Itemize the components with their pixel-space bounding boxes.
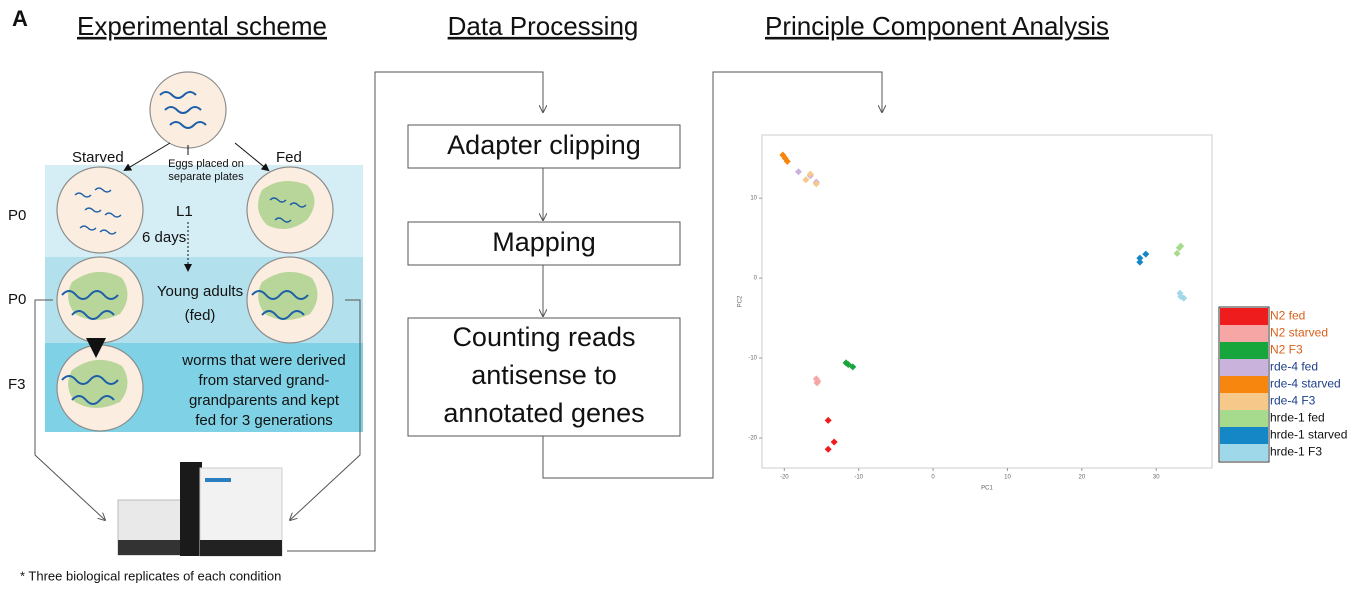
- worms: [61, 290, 119, 320]
- worms: [269, 197, 307, 223]
- legend-swatch: [1220, 393, 1268, 410]
- x-tick-label: 10: [1004, 475, 1011, 481]
- step-label: Adapter clipping: [447, 130, 641, 160]
- point: [1142, 250, 1150, 258]
- y-tick-label: -20: [748, 436, 757, 442]
- legend-label: hrde-1 F3: [1270, 445, 1322, 459]
- x-axis-label: PC1: [981, 486, 993, 492]
- lawn: [68, 359, 128, 408]
- legend-label: hrde-1 starved: [1270, 428, 1347, 442]
- point: [849, 363, 857, 371]
- connector: [34, 299, 105, 520]
- step-box: [407, 221, 681, 266]
- label: Starved: [72, 149, 124, 166]
- lawn: [258, 181, 315, 229]
- legend-swatch: [1220, 444, 1268, 461]
- point: [1173, 249, 1181, 257]
- legend-swatch: [1220, 359, 1268, 376]
- sequencer: [117, 462, 283, 557]
- x-tick-label: 0: [931, 475, 935, 481]
- connector: [290, 299, 361, 520]
- step-box: [407, 124, 681, 169]
- panel-label: A: [12, 6, 28, 31]
- stage-label: P0: [8, 207, 26, 224]
- point: [783, 157, 791, 165]
- x-tick-label: 20: [1078, 475, 1085, 481]
- y-tick-label: 0: [754, 276, 758, 282]
- dish: [56, 166, 144, 254]
- stage-label: F3: [8, 376, 26, 393]
- label: Fed: [276, 149, 302, 166]
- label: (fed): [185, 307, 216, 324]
- point: [802, 176, 810, 184]
- worms: [74, 187, 122, 235]
- label: Eggs placed on: [168, 158, 244, 170]
- heading: Experimental scheme: [77, 11, 327, 41]
- legend-label: N2 starved: [1270, 326, 1328, 340]
- label: grandparents and kept: [189, 392, 340, 409]
- step-box: [407, 317, 681, 437]
- point: [824, 416, 832, 424]
- x-tick-label: -10: [854, 475, 863, 481]
- lawn: [258, 271, 318, 320]
- point: [812, 180, 820, 188]
- step-label: Counting reads: [452, 322, 635, 352]
- plot-frame: [761, 134, 1213, 469]
- heading: Principle Component Analysis: [765, 11, 1109, 41]
- point: [1177, 293, 1185, 301]
- y-tick-label: -10: [748, 356, 757, 362]
- processing: Adapter clipping Mapping Counting reads …: [287, 71, 882, 552]
- worms: [159, 91, 207, 129]
- legend-swatch: [1220, 376, 1268, 393]
- legend-label: rde-4 fed: [1270, 360, 1318, 374]
- x-tick-label: 30: [1153, 475, 1160, 481]
- label: fed for 3 generations: [195, 412, 333, 429]
- legend-frame: [1218, 306, 1270, 463]
- label: from starved grand-: [199, 372, 330, 389]
- label: separate plates: [168, 171, 244, 183]
- lawn: [68, 271, 128, 320]
- point: [1136, 254, 1144, 262]
- stage-label: P0: [8, 291, 26, 308]
- legend-label: rde-4 F3: [1270, 394, 1316, 408]
- point: [1177, 242, 1185, 250]
- worms: [251, 290, 309, 320]
- point: [806, 170, 814, 178]
- point: [794, 168, 802, 176]
- legend-swatch: [1220, 410, 1268, 427]
- pca-chart: -20 -10 0 10 20 30 -20 -10 0 10 PC1 PC2: [738, 134, 1213, 492]
- heading: Data Processing: [448, 11, 639, 41]
- y-axis-label: PC2: [738, 295, 744, 307]
- label: Young adults: [157, 283, 243, 300]
- step-label: antisense to: [471, 360, 617, 390]
- legend-swatch: [1220, 427, 1268, 444]
- point: [824, 445, 832, 453]
- legend-label: N2 fed: [1270, 309, 1305, 323]
- connector: [287, 71, 543, 552]
- connector: [542, 71, 882, 479]
- label: worms that were derived: [181, 352, 345, 369]
- x-tick-label: -20: [780, 475, 789, 481]
- label: L1: [176, 203, 193, 220]
- footnote: * Three biological replicates of each co…: [20, 568, 281, 583]
- legend-label: N2 F3: [1270, 343, 1303, 357]
- step-label: annotated genes: [443, 398, 644, 428]
- arrow: [234, 142, 270, 172]
- legend-swatch: [1220, 325, 1268, 342]
- legend-swatch: [1220, 342, 1268, 359]
- y-tick-label: 10: [750, 196, 757, 202]
- arrow: [123, 142, 171, 172]
- legend-label: hrde-1 fed: [1270, 411, 1325, 425]
- point: [813, 379, 821, 387]
- legend-swatch: [1220, 308, 1268, 325]
- scheme: Starved Fed Eggs placed on separate plat…: [8, 71, 363, 583]
- point: [830, 438, 838, 446]
- point: [1136, 258, 1144, 266]
- step-label: Mapping: [492, 227, 596, 257]
- legend-label: rde-4 starved: [1270, 377, 1341, 391]
- worms: [61, 375, 119, 405]
- label: 6 days: [142, 229, 186, 246]
